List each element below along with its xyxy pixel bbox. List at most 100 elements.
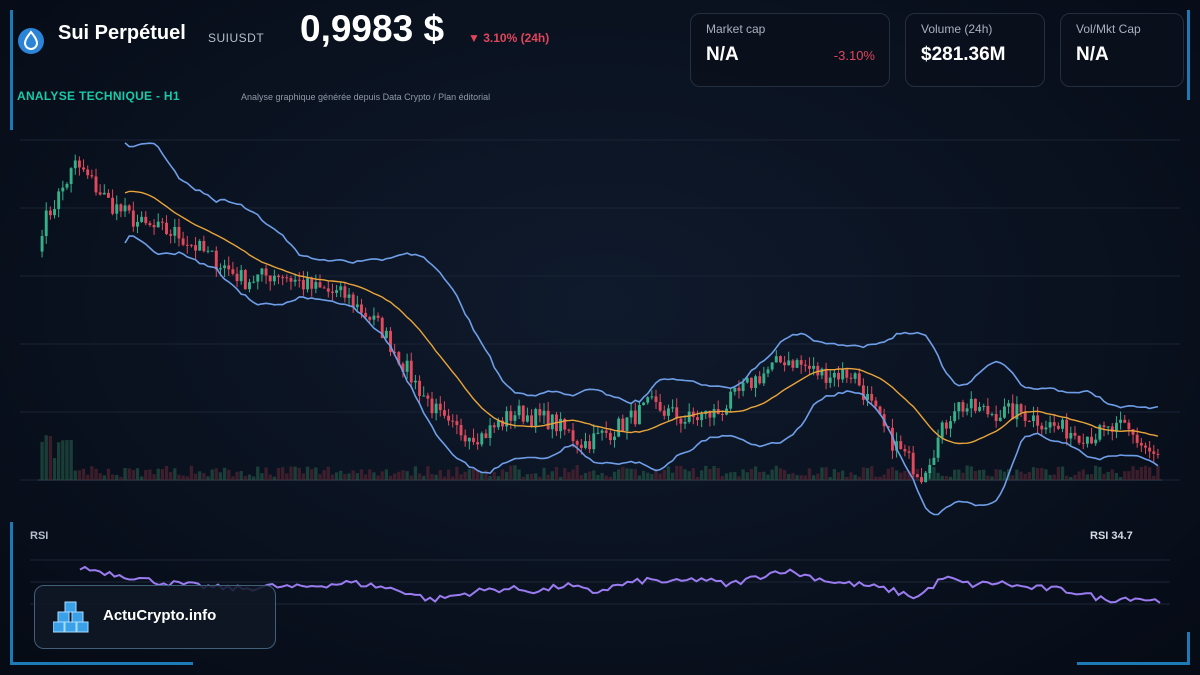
volume-bar (679, 465, 683, 480)
volume-bar (297, 467, 301, 480)
volume-bar (894, 470, 899, 480)
candle-body (82, 167, 86, 170)
candle-body (874, 400, 878, 407)
candle-body (463, 435, 467, 442)
candle-body (430, 398, 434, 414)
volume-bar (704, 465, 708, 480)
candle-body (210, 250, 214, 252)
volume-bar (1135, 469, 1139, 480)
candle-body (405, 360, 409, 372)
candle-body (1011, 403, 1015, 420)
volume-bar (189, 465, 194, 480)
volume-bar (422, 475, 426, 480)
candle-body (173, 226, 177, 236)
candle-body (442, 410, 446, 416)
volume-bar (953, 469, 957, 480)
ticker-symbol: SUIUSDT (208, 31, 265, 45)
brand-badge[interactable]: ActuCrypto.info (34, 585, 276, 649)
candle-body (957, 402, 961, 412)
volume-bar (695, 476, 700, 480)
volume-bar (214, 468, 218, 480)
volume-bar (579, 475, 583, 480)
volume-bar (467, 469, 471, 480)
candle-body (314, 282, 318, 289)
volume-value: $281.36M (921, 44, 1006, 65)
volume-bar (787, 474, 791, 480)
volume-bar (1143, 465, 1148, 480)
volume-bar (110, 474, 115, 480)
candle-body (73, 160, 77, 169)
candle-body (169, 234, 173, 236)
volume-bar (368, 469, 372, 480)
volume-bar (936, 472, 940, 480)
candle-body (766, 369, 770, 374)
candle-body (505, 411, 509, 427)
volume-bar (675, 465, 679, 480)
candle-body (459, 424, 463, 436)
candle-body (181, 238, 185, 245)
candle-body (1119, 419, 1123, 423)
candle-body (409, 360, 413, 383)
volume-bar (575, 465, 579, 480)
volume-bar (666, 466, 671, 480)
volume-bar (546, 474, 550, 480)
volume-bar (102, 475, 106, 480)
volume-bar (753, 466, 758, 480)
volume-bar (505, 471, 509, 480)
candle-body (115, 204, 119, 214)
candle-body (820, 368, 824, 376)
candle-body (301, 280, 305, 290)
volume-bar (1118, 476, 1123, 480)
volume-bar (281, 467, 285, 480)
candle-body (347, 294, 351, 298)
volume-bar (758, 471, 762, 480)
volume-bar (990, 476, 994, 480)
candle-body (335, 290, 339, 293)
frame-corner-bottom-left (10, 522, 193, 665)
candle-body (326, 288, 330, 292)
volume-bar (762, 471, 766, 480)
candle-body (530, 415, 534, 426)
candle-body (364, 312, 368, 318)
candle-body (849, 377, 853, 379)
candle-body (1044, 427, 1048, 430)
volume-bar (1127, 471, 1131, 480)
volume-bar (778, 468, 783, 480)
candle-body (206, 250, 210, 252)
candle-body (1069, 432, 1073, 439)
volume-bar (899, 472, 903, 480)
candle-body (920, 477, 923, 483)
volume-bar (737, 476, 741, 480)
brand-name: ActuCrypto.info (103, 607, 217, 624)
volume-bar (123, 467, 127, 480)
candle-body (306, 278, 310, 290)
candle-body (277, 275, 280, 278)
candle-body (376, 315, 380, 318)
candle-body (123, 205, 127, 212)
volume-bar (61, 440, 65, 480)
candle-body (243, 270, 247, 290)
candle-body (708, 410, 712, 418)
candle-body (837, 372, 840, 380)
volume-bar (973, 470, 978, 480)
candle-body (218, 268, 222, 270)
volume-bar (156, 468, 160, 480)
volume-bar (459, 474, 463, 480)
volume-bar (339, 470, 343, 480)
volume-bar (542, 467, 546, 480)
candle-body (675, 407, 679, 419)
volume-bar (442, 476, 447, 480)
candle-body (538, 409, 542, 416)
candle-body (961, 402, 965, 412)
candle-body (600, 430, 604, 433)
candle-body (111, 197, 115, 214)
candle-body (351, 294, 355, 308)
candle-body (808, 365, 811, 369)
candle-body (1090, 436, 1094, 444)
volume-bar (1031, 467, 1036, 480)
candle-body (384, 330, 388, 338)
candle-body (924, 473, 928, 483)
volume-bar (832, 469, 837, 480)
candle-body (480, 433, 484, 445)
